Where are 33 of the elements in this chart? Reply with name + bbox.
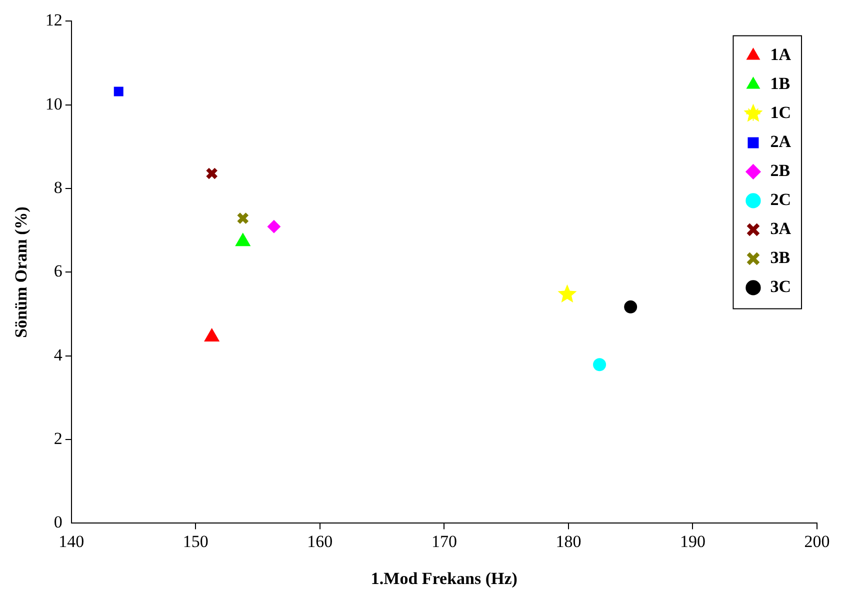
y-tick-label: 8 <box>54 178 62 197</box>
legend-label: 1C <box>770 103 792 122</box>
x-tick-label: 190 <box>680 532 706 551</box>
legend-label: 3B <box>770 248 790 268</box>
x-tick-label: 140 <box>58 532 84 551</box>
x-tick-label: 160 <box>307 532 333 551</box>
point <box>236 212 250 224</box>
point <box>204 328 220 342</box>
legend-label: 2B <box>770 161 790 180</box>
y-tick-label: 2 <box>54 429 62 448</box>
y-axis-title: Sönüm Oranı (%) <box>12 206 31 338</box>
x-axis-title: 1.Mod Frekans (Hz) <box>370 569 518 588</box>
legend-label: 2C <box>770 190 792 210</box>
point <box>558 284 577 302</box>
point <box>593 358 606 372</box>
x-tick-label: 150 <box>182 532 208 551</box>
legend-label: 1A <box>770 45 792 64</box>
point <box>206 167 218 180</box>
x-tick-label: 200 <box>804 532 830 551</box>
legend-label: 3A <box>770 219 792 238</box>
y-tick-label: 4 <box>54 345 63 364</box>
legend-label: 3C <box>770 277 792 296</box>
y-tick-label: 0 <box>54 512 62 532</box>
y-tick-label: 10 <box>45 94 62 114</box>
x-tick-label: 170 <box>431 532 457 551</box>
x-tick-label: 180 <box>556 532 582 551</box>
point <box>114 86 124 96</box>
y-tick-label: 6 <box>54 262 62 281</box>
legend-label: 2A <box>770 132 792 152</box>
point <box>267 220 280 234</box>
legend-label: 1B <box>770 74 790 94</box>
point <box>624 300 638 314</box>
y-tick-label: 12 <box>45 10 62 30</box>
